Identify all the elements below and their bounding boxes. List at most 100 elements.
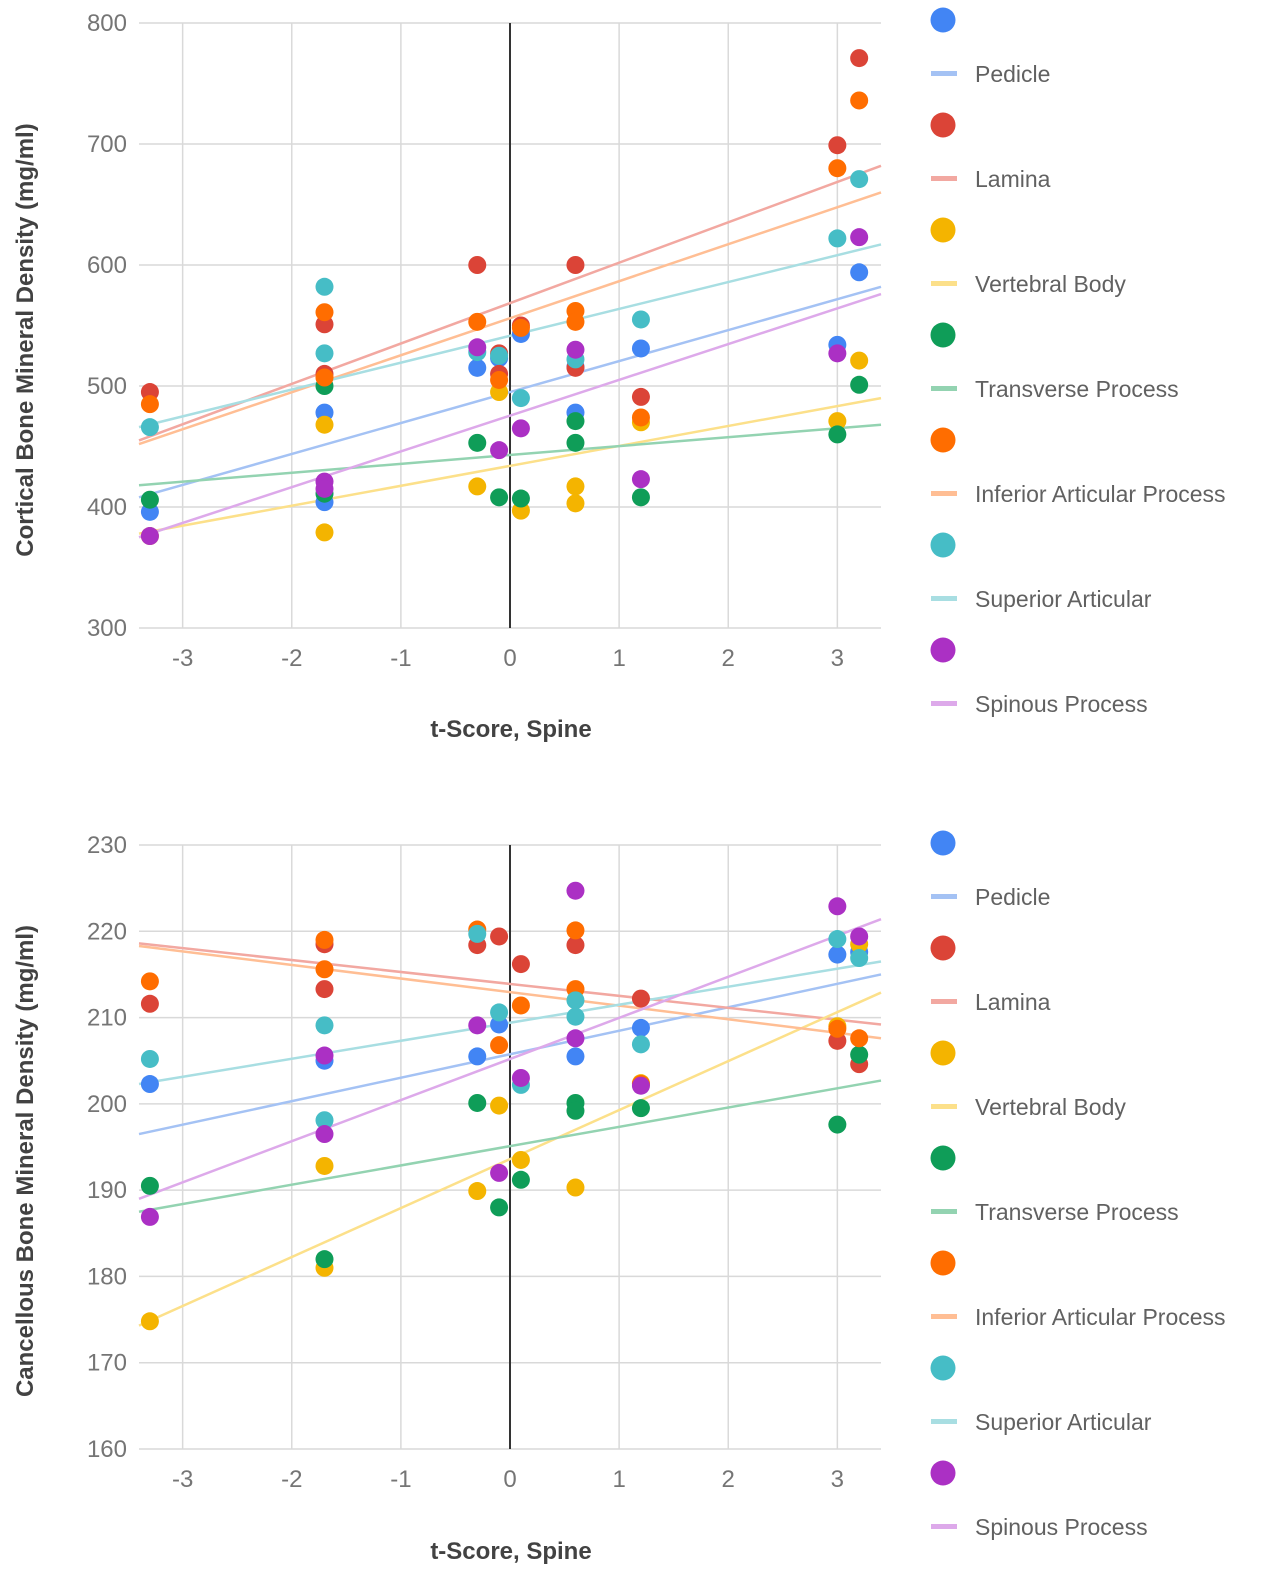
trendlines (138, 164, 882, 539)
point-spinous-process (566, 340, 585, 359)
points (140, 49, 869, 546)
point-transverse-process (631, 1099, 650, 1118)
legend-line-spinous-process (931, 1524, 957, 1529)
point-transverse-process (566, 1101, 585, 1120)
legend-marker-lamina (930, 112, 956, 138)
point-inferior-articular-process (490, 1036, 509, 1055)
cancellous-chart: -3 -2 -1 0 1 2 3 160 170 180 190 200 210 220 230 t-Sc… (12, 830, 1226, 1565)
point-spinous-process (566, 1029, 585, 1048)
point-superior-articular (315, 1111, 334, 1130)
point-spinous-process (511, 419, 530, 438)
point-superior-articular (566, 1007, 585, 1026)
trendline-vertebral-body (138, 991, 882, 1327)
legend-line-spinous-process (931, 701, 957, 706)
point-inferior-articular-process (828, 159, 847, 178)
points (140, 881, 869, 1331)
point-spinous-process (631, 470, 650, 489)
point-spinous-process (490, 1163, 509, 1182)
point-inferior-articular-process (140, 972, 159, 991)
y-tick-labels: 160 170 180 190 200 210 220 230 (87, 832, 127, 1463)
point-lamina (631, 387, 650, 406)
x-tick-label: 1 (612, 1466, 625, 1493)
point-lamina (828, 136, 847, 155)
x-tick-label: 2 (722, 645, 735, 672)
x-axis-title: t-Score, Spine (430, 716, 591, 743)
legend-line-superior-articular (931, 1419, 957, 1424)
point-spinous-process (140, 527, 159, 546)
point-vertebral-body (315, 1156, 334, 1175)
point-vertebral-body (828, 412, 847, 431)
point-spinous-process (631, 1076, 650, 1095)
point-lamina (511, 955, 530, 974)
point-transverse-process (828, 1115, 847, 1134)
point-vertebral-body (511, 1150, 530, 1169)
point-transverse-process (490, 488, 509, 507)
point-inferior-articular-process (828, 1019, 847, 1038)
legend-label-lamina: Lamina (975, 989, 1051, 1015)
legend-label-superior-articular: Superior Articular (975, 1409, 1152, 1435)
y-tick-label: 700 (87, 131, 127, 158)
trendline-superior-articular (138, 960, 882, 1086)
point-superior-articular (566, 991, 585, 1010)
point-vertebral-body (315, 415, 334, 434)
trendline-spinous-process (138, 918, 882, 1200)
y-tick-label: 800 (87, 10, 127, 37)
legend: Pedicle Lamina Vertebral Body Transverse Pr… (930, 830, 1226, 1540)
legend-label-superior-articular: Superior Articular (975, 586, 1152, 612)
cortical-chart-panel: -3 -2 -1 0 1 2 3 300 400 500 600 700 800 t-Score, S… (0, 0, 1275, 790)
x-tick-label: -3 (172, 645, 193, 672)
legend-line-transverse-process (931, 386, 957, 391)
point-spinous-process (566, 881, 585, 900)
point-superior-articular (850, 170, 869, 189)
point-spinous-process (468, 338, 487, 357)
legend-line-superior-articular (931, 596, 957, 601)
legend-line-inferior-articular-process (931, 491, 957, 496)
legend-marker-pedicle (930, 7, 956, 33)
point-transverse-process (511, 489, 530, 508)
point-vertebral-body (566, 1178, 585, 1197)
point-transverse-process (140, 1176, 159, 1195)
point-spinous-process (850, 927, 869, 946)
point-transverse-process (511, 1170, 530, 1189)
point-transverse-process (828, 425, 847, 444)
point-inferior-articular-process (850, 91, 869, 110)
y-tick-label: 600 (87, 252, 127, 279)
x-tick-label: -1 (390, 645, 411, 672)
point-superior-articular (315, 344, 334, 363)
legend-line-pedicle (931, 71, 957, 76)
x-tick-label: -2 (281, 645, 302, 672)
point-vertebral-body (850, 351, 869, 370)
trendline-vertebral-body (138, 396, 882, 535)
point-inferior-articular-process (511, 996, 530, 1015)
legend-line-vertebral-body (931, 281, 957, 286)
y-tick-label: 300 (87, 615, 127, 642)
point-vertebral-body (566, 494, 585, 513)
x-tick-label: 2 (722, 1466, 735, 1493)
legend-marker-superior-articular (930, 532, 956, 558)
point-spinous-process (468, 1016, 487, 1035)
point-pedicle (631, 339, 650, 358)
legend-marker-pedicle (930, 830, 956, 856)
point-superior-articular (631, 1035, 650, 1054)
point-superior-articular (828, 930, 847, 949)
y-tick-label: 220 (87, 918, 127, 945)
y-tick-label: 500 (87, 373, 127, 400)
y-tick-label: 180 (87, 1263, 127, 1290)
point-transverse-process (468, 1093, 487, 1112)
x-tick-labels: -3 -2 -1 0 1 2 3 (172, 1466, 844, 1493)
point-lamina (850, 49, 869, 68)
point-lamina (490, 927, 509, 946)
point-transverse-process (490, 1198, 509, 1217)
trendline-pedicle (138, 285, 882, 499)
point-spinous-process (315, 1046, 334, 1065)
legend-marker-transverse-process (930, 1145, 956, 1171)
legend-marker-inferior-articular-process (930, 1250, 956, 1276)
point-pedicle (631, 1018, 650, 1037)
point-vertebral-body (468, 1182, 487, 1201)
point-lamina (566, 936, 585, 955)
point-vertebral-body (490, 1096, 509, 1115)
point-superior-articular (468, 924, 487, 943)
point-vertebral-body (315, 523, 334, 542)
legend-line-inferior-articular-process (931, 1314, 957, 1319)
y-tick-label: 210 (87, 1005, 127, 1032)
